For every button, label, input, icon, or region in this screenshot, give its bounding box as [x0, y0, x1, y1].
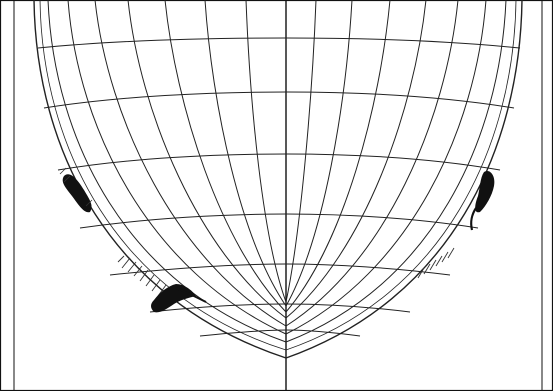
- left-outer-boundary: [33, 0, 287, 359]
- left-parallel-5: [109, 263, 287, 276]
- left-meridian-6: [204, 0, 287, 307]
- right-outer-boundary: [285, 0, 523, 359]
- left-meridian-4: [127, 0, 287, 319]
- left-parallel-4: [79, 213, 287, 229]
- right-meridian-3: [285, 0, 459, 327]
- right-meridian-5: [285, 0, 391, 313]
- left-lower-dark-streak: [175, 287, 207, 303]
- right-meridian-2: [285, 0, 487, 335]
- right-parallel-7: [285, 329, 361, 337]
- left-limb-dark-patch: [62, 174, 92, 213]
- right-meridian-4: [285, 0, 427, 319]
- right-parallel-3: [285, 153, 501, 171]
- right-parallel-4: [285, 213, 479, 229]
- right-parallel-2: [285, 91, 515, 109]
- right-parallel-1: [285, 37, 521, 49]
- left-features: [59, 167, 207, 313]
- left-meridian-1: [47, 0, 287, 343]
- left-meridian-3: [94, 0, 287, 327]
- right-inner-boundary: [285, 0, 517, 351]
- right-parallel-5: [285, 263, 451, 276]
- left-lower-hatch: [117, 255, 167, 297]
- left-meridian-5: [164, 0, 287, 313]
- left-parallel-6: [149, 303, 287, 313]
- right-limb-dark-patch: [475, 170, 495, 213]
- right-meridian-1: [285, 0, 507, 343]
- right-meridian-6: [285, 0, 353, 307]
- right-hemisphere-grid: [285, 0, 523, 359]
- left-limb-hatch: [59, 167, 93, 207]
- left-parallel-3: [57, 153, 287, 171]
- right-limb-dark-tail: [470, 207, 477, 231]
- right-parallel-6: [285, 303, 411, 313]
- left-meridian-2: [67, 0, 287, 335]
- left-inner-boundary: [39, 0, 287, 351]
- left-parallel-1: [37, 37, 287, 49]
- left-parallel-2: [43, 91, 287, 109]
- left-meridian-7: [245, 0, 287, 303]
- right-meridian-7: [285, 0, 317, 303]
- right-lower-hatch: [417, 247, 455, 279]
- left-hemisphere-grid: [33, 0, 287, 359]
- left-parallel-7: [199, 329, 287, 337]
- right-features: [417, 170, 495, 279]
